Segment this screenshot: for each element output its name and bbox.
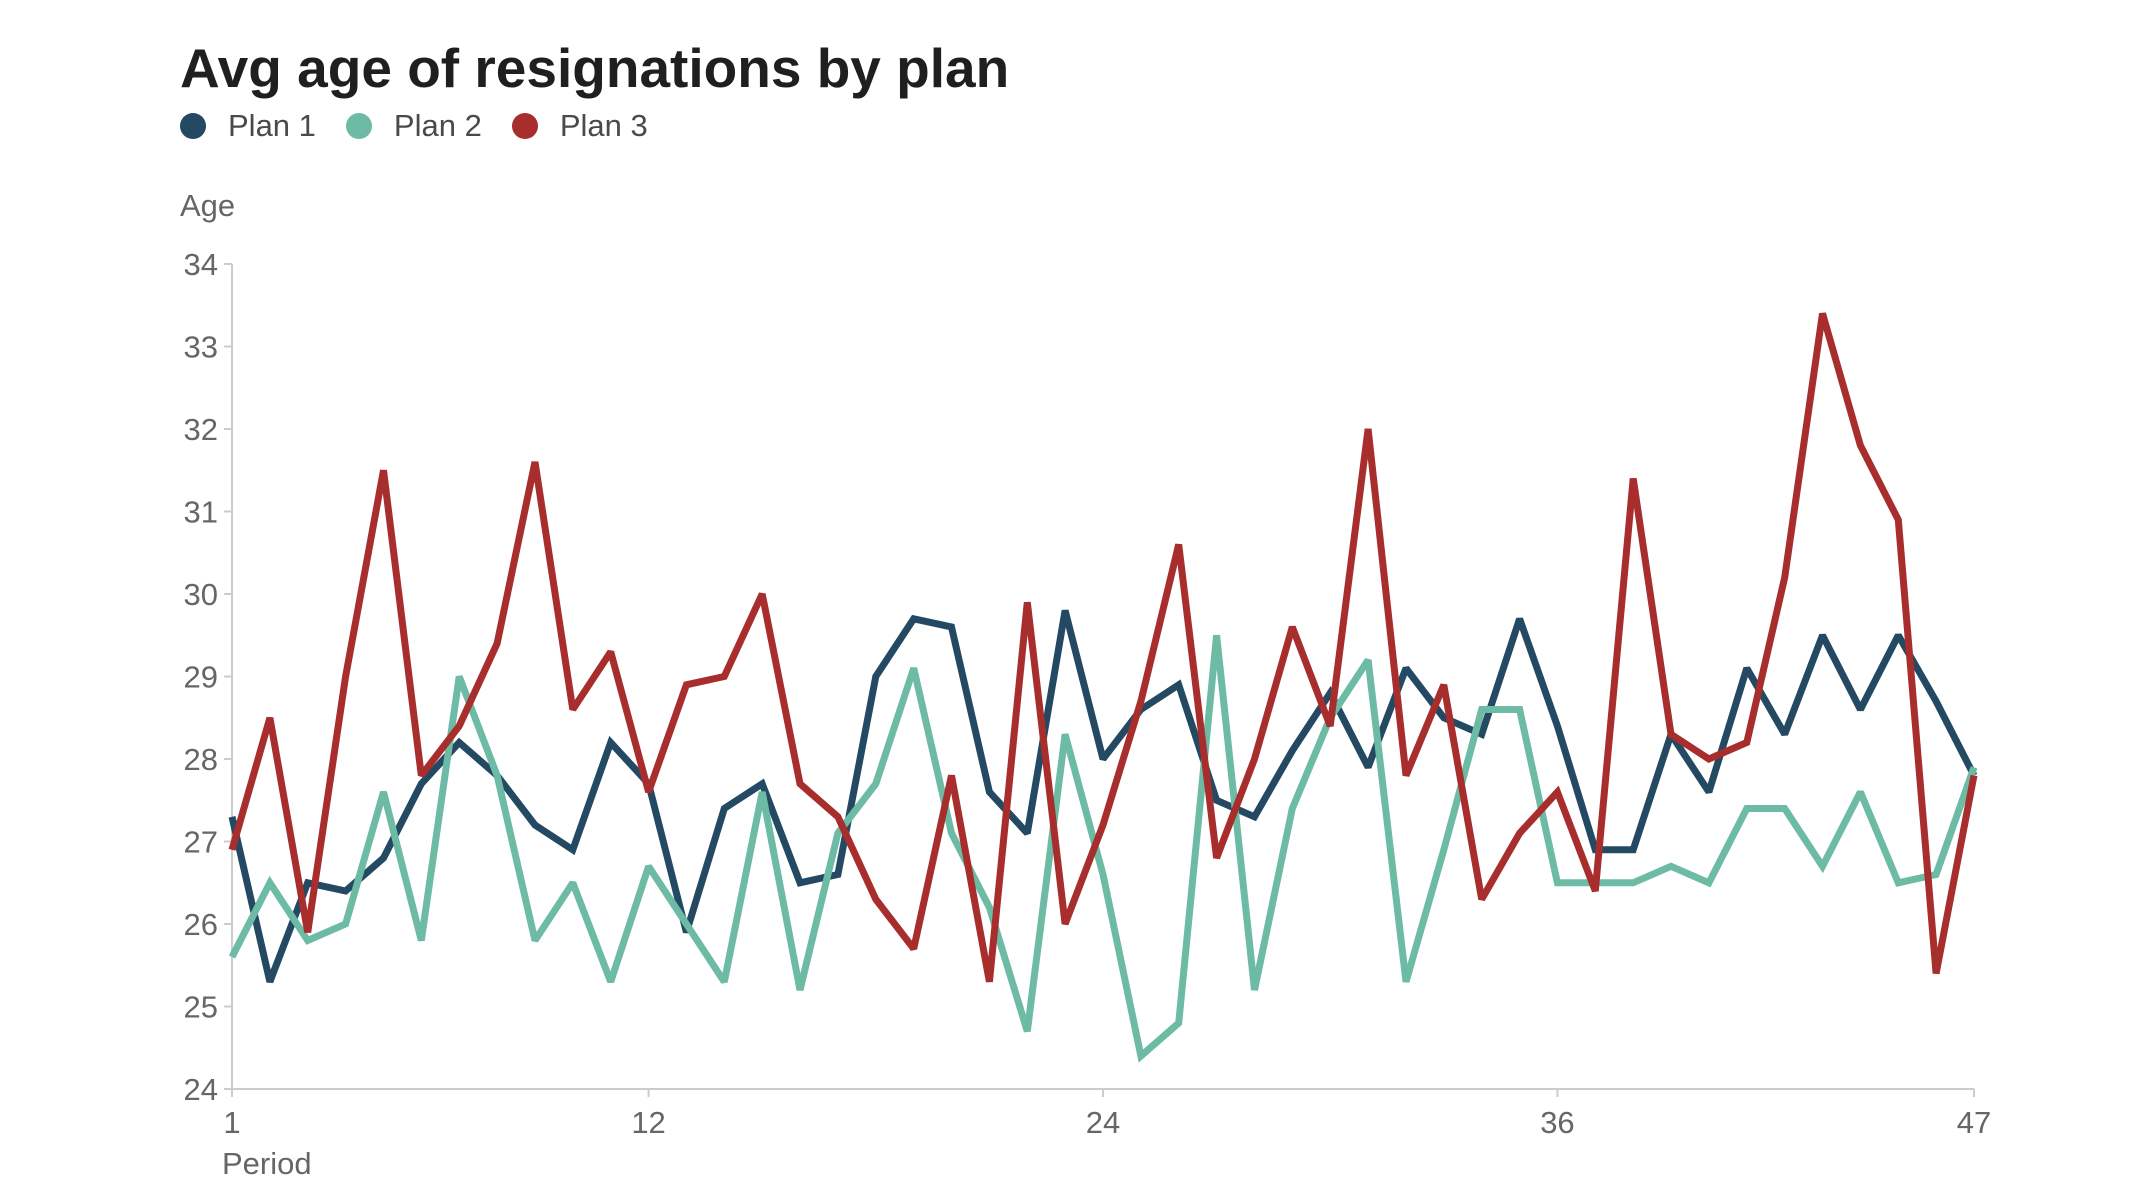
y-tick-label: 30 bbox=[184, 577, 218, 612]
y-tick-label: 25 bbox=[184, 990, 218, 1025]
legend-item-plan-2: Plan 2 bbox=[345, 108, 482, 144]
x-tick-label: 12 bbox=[631, 1105, 665, 1140]
y-tick-label: 28 bbox=[184, 742, 218, 777]
y-tick-label: 27 bbox=[184, 825, 218, 860]
legend: Plan 1 Plan 2 Plan 3 bbox=[180, 108, 678, 144]
legend-label-plan-1: Plan 1 bbox=[228, 108, 316, 143]
y-tick-label: 32 bbox=[184, 412, 218, 447]
series-line-plan-3 bbox=[228, 312, 1978, 983]
y-tick-label: 31 bbox=[184, 495, 218, 530]
y-tick-label: 33 bbox=[184, 330, 218, 365]
y-tick-label: 29 bbox=[184, 660, 218, 695]
legend-swatch-plan-1 bbox=[180, 113, 206, 139]
x-tick-label: 36 bbox=[1540, 1105, 1574, 1140]
x-tick-label: 1 bbox=[223, 1105, 240, 1140]
series-lines bbox=[228, 312, 1978, 1063]
legend-swatch-plan-3 bbox=[511, 113, 538, 139]
axes: 24 25 26 27 28 29 30 31 32 33 34 1 12 24 36 47 bbox=[184, 247, 1992, 1140]
y-tick-label: 24 bbox=[184, 1072, 218, 1107]
y-tick-label: 34 bbox=[184, 247, 218, 282]
legend-label-plan-2: Plan 2 bbox=[393, 108, 482, 143]
series-line-plan-2 bbox=[228, 634, 1978, 1063]
legend-item-plan-1: Plan 1 bbox=[180, 108, 316, 144]
legend-item-plan-3: Plan 3 bbox=[511, 108, 648, 144]
y-tick-label: 26 bbox=[184, 907, 218, 942]
x-axis-label: Period bbox=[222, 1146, 312, 1181]
y-axis-label: Age bbox=[180, 188, 236, 223]
legend-swatch-plan-2 bbox=[345, 113, 372, 139]
x-tick-label: 47 bbox=[1957, 1105, 1991, 1140]
chart-title: Avg age of resignations by plan bbox=[180, 37, 1010, 99]
x-tick-label: 24 bbox=[1086, 1105, 1120, 1140]
series-line-plan-1 bbox=[228, 609, 1978, 984]
legend-label-plan-3: Plan 3 bbox=[559, 108, 648, 143]
